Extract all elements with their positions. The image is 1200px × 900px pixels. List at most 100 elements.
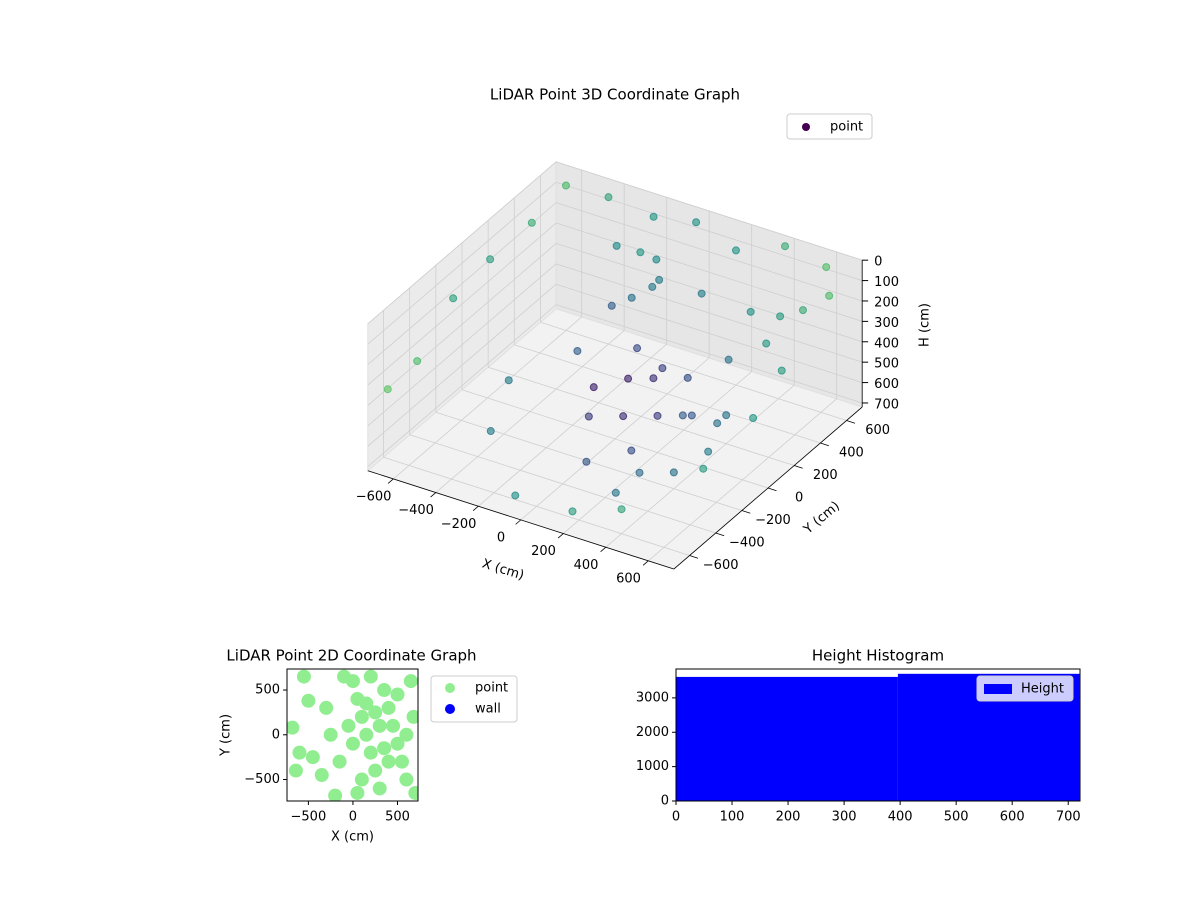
data-point	[413, 357, 422, 366]
grid-line	[367, 161, 557, 325]
data-point	[619, 412, 628, 421]
z-tick-label: 0	[874, 255, 882, 270]
data-point	[607, 301, 616, 310]
data-point	[386, 718, 401, 733]
tick-mark	[846, 420, 856, 424]
data-point	[624, 374, 633, 383]
grid-line	[540, 321, 847, 421]
data-point	[332, 754, 347, 769]
tick-mark	[472, 505, 479, 512]
data-point	[408, 785, 418, 800]
data-point	[822, 263, 831, 272]
data-point	[648, 282, 657, 291]
data-point	[746, 307, 755, 316]
data-point	[288, 763, 303, 778]
y-tick-label: −200	[755, 513, 791, 528]
data-point	[697, 289, 706, 298]
data-point	[687, 411, 696, 420]
legend-box	[430, 675, 518, 723]
data-point	[377, 741, 392, 756]
y-tick-label: 1000	[636, 759, 669, 774]
x-tick-label: 0	[497, 531, 505, 546]
plot-area	[287, 669, 418, 801]
data-point	[678, 411, 687, 420]
data-point	[633, 344, 642, 353]
x-tick-label: 500	[385, 810, 410, 825]
data-point	[368, 705, 383, 720]
data-point	[612, 241, 621, 250]
data-point	[323, 727, 338, 742]
data-point	[635, 468, 644, 477]
tick-mark	[820, 442, 829, 447]
data-point	[776, 312, 785, 321]
x-tick-label: 0	[672, 810, 680, 825]
data-point	[287, 720, 300, 735]
axes-frame	[675, 668, 1081, 802]
grid-line	[367, 283, 557, 447]
data-point	[354, 709, 369, 724]
data-point	[653, 411, 662, 420]
data-point	[377, 683, 392, 698]
data-point	[372, 781, 387, 796]
grid-line	[514, 344, 821, 444]
data-point	[724, 355, 733, 364]
grid-line	[367, 304, 557, 467]
y-tick-label: −400	[729, 536, 765, 551]
z-tick-label: 500	[874, 357, 899, 372]
grid-line	[556, 243, 863, 343]
legend-label: point	[475, 681, 508, 696]
grid-line	[383, 456, 690, 556]
y-axis-label: Y (cm)	[219, 714, 234, 757]
grid-line	[367, 263, 557, 427]
legend-label: Height	[1021, 682, 1064, 697]
x-axis-label: X (cm)	[480, 557, 526, 584]
y-tick-label: 0	[661, 794, 669, 809]
data-point	[301, 693, 316, 708]
data-point	[561, 181, 570, 190]
data-point	[669, 468, 678, 477]
data-point	[652, 255, 661, 264]
data-point	[345, 736, 360, 751]
y-tick-label: 600	[865, 423, 890, 438]
data-point	[399, 727, 414, 742]
x-tick-label: 200	[776, 810, 801, 825]
x-tick-label: 600	[616, 571, 641, 586]
x-axis	[367, 470, 674, 570]
grid-line	[409, 434, 716, 534]
data-point	[573, 347, 582, 356]
legend-marker	[445, 683, 455, 693]
tick-mark	[741, 510, 751, 514]
data-point	[825, 291, 834, 300]
x-tick-label: 300	[832, 810, 857, 825]
grid-line	[461, 389, 769, 489]
data-point	[314, 768, 329, 783]
data-point	[781, 242, 790, 251]
data-point	[617, 505, 626, 514]
data-point	[345, 674, 360, 689]
grid-line	[488, 366, 795, 466]
y-tick-label: 0	[272, 727, 280, 742]
legend-marker	[445, 704, 455, 714]
data-point	[627, 293, 636, 302]
x-tick-label: −400	[398, 503, 434, 518]
chart-title: Height Histogram	[812, 647, 944, 665]
data-point	[658, 364, 667, 373]
z-tick-label: 100	[874, 275, 899, 290]
x-tick-label: 0	[349, 810, 357, 825]
data-point	[504, 376, 513, 385]
data-point	[611, 488, 620, 497]
data-point	[449, 294, 458, 303]
data-point	[381, 700, 396, 715]
y-tick-label: −600	[703, 558, 739, 573]
tick-mark	[689, 555, 699, 559]
data-point	[584, 412, 593, 421]
data-point	[636, 248, 645, 257]
data-point	[292, 745, 307, 760]
legend-patch	[984, 684, 1012, 694]
x-tick-label: 400	[574, 558, 599, 573]
data-point	[486, 255, 495, 264]
tick-mark	[715, 532, 725, 537]
grid-line	[367, 181, 557, 345]
z-axis-label: H (cm)	[918, 303, 933, 347]
